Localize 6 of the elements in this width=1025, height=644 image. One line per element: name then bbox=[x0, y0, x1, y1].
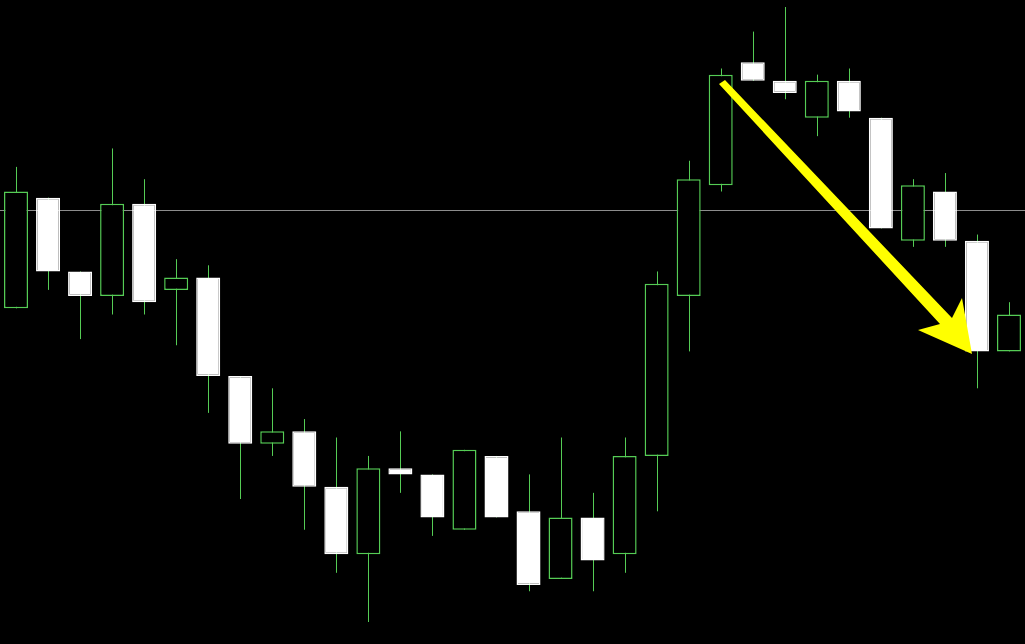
candlestick bbox=[772, 6, 797, 100]
candlestick bbox=[68, 270, 93, 340]
candlestick bbox=[388, 430, 413, 494]
candlestick bbox=[260, 387, 285, 457]
candlestick bbox=[164, 258, 189, 346]
candlestick bbox=[740, 31, 765, 82]
